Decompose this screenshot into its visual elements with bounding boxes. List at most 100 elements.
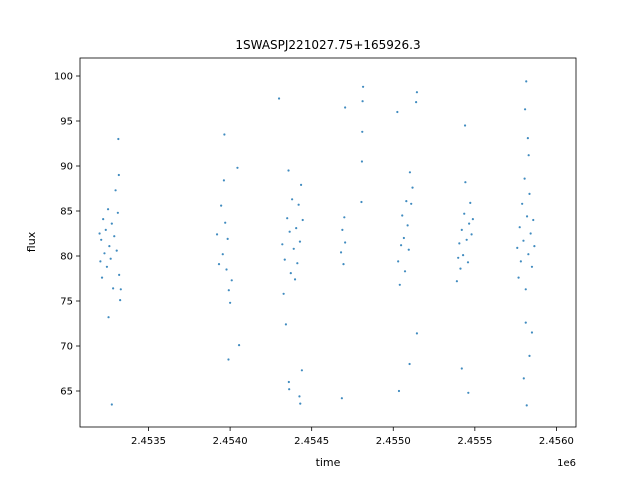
data-point-0-70 (361, 130, 364, 133)
data-point-0-99 (464, 181, 467, 184)
data-point-0-2 (100, 238, 103, 241)
data-point-0-10 (109, 257, 112, 260)
data-point-0-63 (341, 228, 344, 231)
data-point-0-125 (525, 80, 528, 83)
x-tick-label-5: 2.4560 (539, 436, 574, 447)
data-point-0-26 (220, 204, 223, 207)
data-point-0-94 (458, 242, 461, 245)
data-point-0-93 (457, 256, 460, 259)
data-point-0-68 (344, 106, 347, 109)
data-point-0-18 (119, 299, 122, 302)
data-point-0-121 (530, 265, 534, 268)
data-point-0-123 (533, 245, 536, 248)
data-point-0-84 (410, 202, 413, 205)
data-point-0-90 (397, 389, 401, 393)
data-point-0-38 (237, 344, 241, 347)
data-point-0-72 (361, 85, 365, 88)
data-point-0-105 (471, 218, 474, 221)
data-point-0-28 (222, 179, 226, 182)
data-point-0-23 (117, 137, 120, 141)
data-point-0-21 (107, 316, 110, 319)
data-point-0-112 (519, 260, 522, 263)
data-point-0-35 (223, 133, 226, 136)
data-point-0-122 (532, 218, 535, 222)
data-point-0-85 (411, 186, 414, 189)
data-point-0-52 (297, 203, 300, 206)
data-point-0-50 (295, 227, 298, 230)
data-point-0-87 (415, 91, 419, 94)
data-point-0-9 (108, 245, 111, 248)
data-point-0-86 (415, 101, 418, 104)
y-tick-label-7: 100 (54, 72, 73, 83)
data-point-0-33 (229, 301, 232, 304)
data-point-0-74 (397, 260, 400, 263)
data-point-0-119 (528, 192, 531, 195)
x-axis-label: time (316, 456, 341, 469)
data-point-0-110 (517, 276, 520, 279)
data-point-0-131 (527, 154, 530, 157)
data-point-0-81 (406, 224, 409, 227)
data-point-0-127 (522, 377, 525, 380)
data-point-0-100 (465, 238, 468, 241)
data-point-0-92 (455, 280, 458, 283)
data-point-0-15 (115, 249, 118, 252)
data-point-0-48 (292, 247, 295, 250)
data-point-0-116 (524, 288, 527, 291)
data-point-0-97 (461, 254, 465, 257)
y-tick-label-5: 90 (60, 162, 73, 173)
data-point-0-91 (408, 362, 411, 366)
data-point-0-51 (296, 262, 299, 265)
data-point-0-64 (342, 263, 345, 266)
data-point-0-89 (396, 110, 399, 114)
data-point-0-24 (215, 233, 219, 236)
data-point-0-106 (460, 367, 463, 370)
x-tick-label-1: 2.4540 (213, 436, 248, 447)
data-point-0-12 (112, 287, 115, 290)
data-point-0-59 (299, 402, 302, 405)
data-point-0-128 (525, 404, 528, 407)
data-point-0-14 (114, 189, 117, 192)
data-point-0-80 (405, 200, 408, 203)
y-axis: 65 70 75 80 85 90 95 100 (54, 72, 80, 398)
data-point-0-22 (110, 403, 113, 406)
data-point-0-114 (522, 239, 525, 242)
data-point-0-129 (528, 354, 531, 357)
data-point-0-67 (340, 397, 343, 400)
x-tick-label-0: 2.4535 (131, 436, 166, 447)
data-point-0-53 (298, 240, 302, 243)
data-point-0-39 (281, 243, 284, 246)
data-points (98, 80, 536, 407)
data-point-0-8 (106, 208, 110, 211)
data-point-0-45 (288, 230, 291, 233)
data-point-0-20 (117, 173, 120, 177)
data-point-0-62 (339, 251, 343, 254)
plot-frame (79, 57, 577, 428)
data-point-0-101 (466, 261, 470, 264)
data-point-0-47 (291, 198, 294, 201)
x-axis-offset-label: 1e6 (557, 458, 576, 469)
data-point-0-82 (407, 248, 410, 251)
data-point-0-46 (289, 272, 292, 275)
data-point-0-13 (113, 235, 116, 238)
data-point-0-65 (343, 216, 346, 219)
y-axis-label: flux (25, 231, 38, 252)
data-point-0-16 (116, 211, 119, 214)
data-point-0-4 (102, 218, 105, 221)
x-tick-label-4: 2.4555 (457, 436, 492, 447)
y-tick-label-4: 85 (60, 207, 73, 218)
x-axis: 2.4535 2.4540 2.4545 2.4550 2.4555 2.4560 (131, 427, 574, 447)
x-tick-label-3: 2.4550 (376, 436, 411, 447)
data-point-0-113 (521, 202, 524, 205)
data-point-0-79 (403, 270, 407, 273)
data-point-0-120 (529, 232, 532, 235)
data-point-0-36 (236, 166, 239, 169)
data-point-0-29 (224, 221, 227, 224)
data-point-0-5 (103, 252, 106, 255)
data-point-0-32 (227, 289, 230, 292)
data-point-0-49 (293, 278, 297, 281)
data-point-0-111 (518, 226, 521, 229)
y-tick-label-2: 75 (60, 297, 73, 308)
data-point-0-17 (118, 273, 121, 276)
data-point-0-43 (286, 217, 289, 220)
